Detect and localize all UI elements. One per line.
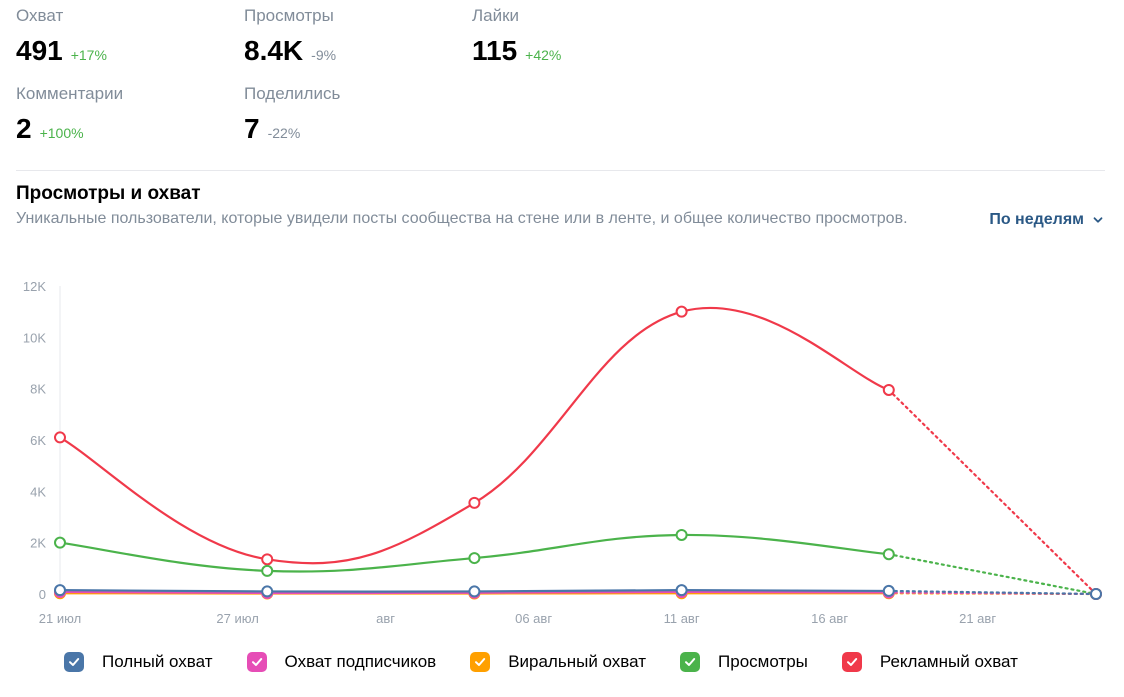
chevron-down-icon: [1093, 217, 1103, 223]
legend-label: Полный охват: [102, 652, 213, 671]
y-tick-label: 10K: [23, 330, 46, 345]
series-line-ad-reach: [59, 306, 890, 565]
stat-label: Просмотры: [244, 6, 334, 25]
data-point-views[interactable]: [675, 528, 688, 541]
checkbox-icon[interactable]: [680, 652, 701, 672]
data-point-ad-reach[interactable]: [882, 383, 895, 396]
legend-item[interactable]: Полный охват: [64, 652, 213, 672]
data-point-full-reach[interactable]: [1090, 588, 1102, 600]
series-forecast-full-reach: [887, 589, 1098, 596]
stat-delta: -9%: [311, 47, 337, 63]
series-full-reach: [54, 584, 1102, 600]
y-tick-label: 6K: [30, 433, 46, 448]
data-point-ad-reach[interactable]: [468, 496, 481, 509]
stat-value: 115: [472, 35, 518, 66]
stat-label: Комментарии: [16, 84, 124, 103]
data-point-full-reach[interactable]: [468, 585, 481, 598]
y-tick-label: 8K: [30, 382, 46, 397]
section-description: Уникальные пользователи, которые увидели…: [16, 210, 908, 227]
data-point-ad-reach[interactable]: [261, 553, 274, 566]
x-tick-label: 21 июл: [39, 611, 81, 626]
legend-item[interactable]: Рекламный охват: [841, 652, 1018, 672]
check-icon: [685, 658, 696, 666]
data-point-ad-reach[interactable]: [675, 305, 688, 318]
stat-delta: +17%: [70, 47, 107, 63]
x-axis: 21 июл 27 июл авг 06 авг 11 авг 16 авг 21 авг: [39, 611, 997, 626]
series-forecast-views: [887, 553, 1098, 596]
stat-value: 8.4K: [244, 35, 304, 66]
period-select-label: По неделям: [989, 211, 1084, 228]
checkbox-icon[interactable]: [470, 652, 491, 672]
data-point-views[interactable]: [882, 548, 895, 561]
x-tick-label: 21 авг: [959, 611, 996, 626]
stat-label: Лайки: [472, 6, 520, 25]
data-point-full-reach[interactable]: [261, 585, 274, 598]
stat-reach: Охват 491 +17%: [16, 6, 107, 67]
checkbox-icon[interactable]: [841, 652, 862, 672]
stat-comments: Комментарии 2 +100%: [16, 84, 123, 145]
checkbox-icon[interactable]: [64, 652, 84, 672]
stat-delta: +42%: [525, 47, 562, 63]
stat-delta: +100%: [39, 125, 84, 141]
stat-label: Охват: [16, 6, 64, 25]
x-tick-label: 16 авг: [811, 611, 848, 626]
divider: [16, 170, 1105, 171]
x-tick-label: 11 авг: [664, 611, 700, 626]
legend-label: Просмотры: [718, 652, 808, 671]
stat-likes: Лайки 115 +42%: [472, 6, 561, 67]
stat-value: 7: [244, 113, 260, 144]
x-tick-label: 27 июл: [216, 611, 258, 626]
x-tick-label: авг: [376, 611, 395, 626]
stat-value: 491: [16, 35, 63, 66]
legend-label: Виральный охват: [508, 652, 647, 671]
check-icon: [69, 658, 80, 666]
legend-label: Охват подписчиков: [284, 652, 437, 671]
series-ad-reach: [54, 305, 1102, 600]
y-tick-label: 2K: [30, 536, 46, 551]
stat-shares: Поделились 7 -22%: [244, 84, 340, 145]
legend-item[interactable]: Просмотры: [680, 652, 808, 672]
y-axis: 0 2K 4K 6K 8K 10K 12K: [23, 279, 46, 602]
chart-legend: Полный охват Охват подписчиков Виральный о…: [64, 652, 1052, 672]
x-tick-label: 06 авг: [515, 611, 552, 626]
check-icon: [846, 658, 858, 666]
stat-views: Просмотры 8.4K -9%: [244, 6, 336, 67]
series-forecast-ad-reach: [887, 388, 1098, 596]
stat-label: Поделились: [244, 84, 341, 103]
period-select[interactable]: По неделям: [989, 209, 1104, 231]
checkbox-icon[interactable]: [246, 652, 267, 672]
data-point-views[interactable]: [261, 564, 274, 577]
data-point-full-reach[interactable]: [675, 584, 688, 597]
y-tick-label: 4K: [30, 484, 46, 499]
check-icon: [251, 658, 262, 666]
check-icon: [475, 658, 486, 666]
data-point-full-reach[interactable]: [882, 584, 895, 597]
legend-item[interactable]: Виральный охват: [470, 652, 646, 672]
y-tick-label: 0: [39, 587, 46, 602]
legend-item[interactable]: Охват подписчиков: [246, 652, 437, 672]
data-point-views[interactable]: [468, 552, 481, 565]
section-title: Просмотры и охват: [16, 183, 201, 204]
data-point-views[interactable]: [54, 536, 66, 549]
stat-value: 2: [16, 113, 32, 144]
data-point-full-reach[interactable]: [54, 584, 66, 597]
series-subscribers-reach: [54, 585, 1102, 600]
y-tick-label: 12K: [23, 279, 46, 294]
views-reach-chart: 0 2K 4K 6K 8K 10K 12K 21 июл 27 июл авг 06 авг 11 …: [23, 279, 1102, 626]
stat-delta: -22%: [267, 125, 301, 141]
series-layer: [54, 305, 1102, 600]
legend-label: Рекламный охват: [879, 652, 1018, 671]
data-point-ad-reach[interactable]: [54, 431, 66, 444]
